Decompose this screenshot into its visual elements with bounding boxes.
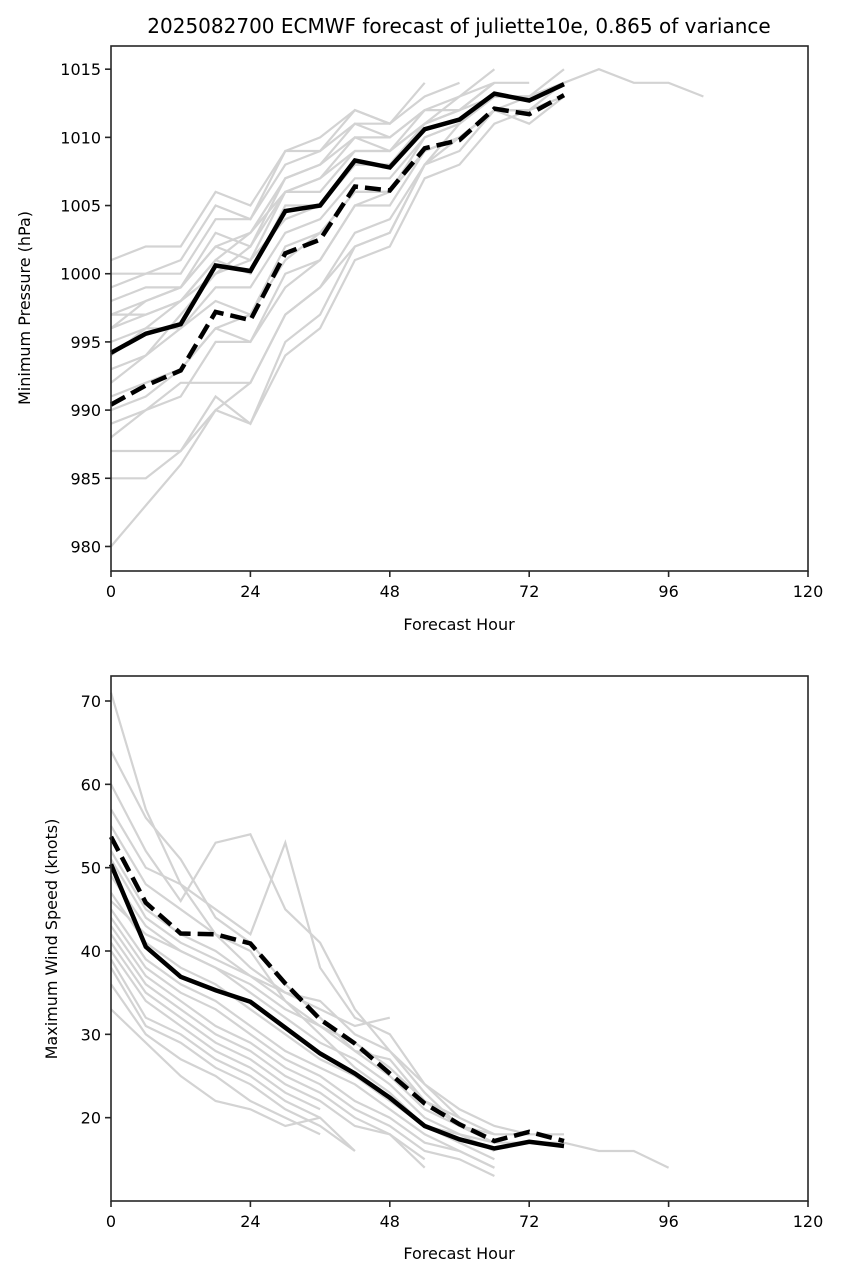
wind-ensemble-member-line: [110, 950, 321, 1111]
wind-y-tick-label: 60: [81, 775, 101, 794]
wind-y-ticks: 20 30 40 50 60 70: [81, 692, 111, 1128]
pressure-x-tick-label: 120: [793, 582, 824, 601]
pressure-y-tick-label: 995: [70, 333, 101, 352]
wind-ensemble-member-line: [110, 825, 391, 1028]
wind-x-tick-label: 72: [519, 1212, 539, 1231]
wind-x-tick-label: 120: [793, 1212, 824, 1231]
pressure-x-tick-label: 96: [658, 582, 678, 601]
pressure-ensemble-member-line: [110, 108, 391, 262]
wind-y-tick-label: 70: [81, 692, 101, 711]
chart-title: 2025082700 ECMWF forecast of juliette10e…: [147, 14, 770, 38]
pressure-x-tick-label: 48: [380, 582, 400, 601]
wind-y-tick-label: 30: [81, 1025, 101, 1044]
pressure-x-ticks: 0 24 48 72 96 120: [106, 571, 823, 601]
wind-y-tick-label: 40: [81, 942, 101, 961]
wind-y-tick-label: 50: [81, 859, 101, 878]
wind-ensemble-member-line: [110, 900, 495, 1136]
wind-ensemble-member-line: [110, 1008, 356, 1152]
pressure-y-tick-label: 1000: [60, 265, 101, 284]
wind-ensemble-member-line: [110, 917, 495, 1169]
pressure-ensemble-member-line: [110, 109, 426, 357]
wind-ensemble-member-line: [110, 942, 426, 1169]
wind-ensemble-member-line: [109, 692, 670, 1169]
wind-ensemble-member-line: [110, 925, 495, 1177]
wind-axes-frame: [110, 675, 809, 1202]
pressure-summary-series: [109, 82, 566, 407]
pressure-panel: 0 24 48 72 96 120 980 985 990 995 1000 1005 1010 101…: [15, 45, 823, 634]
pressure-y-tick-label: 980: [70, 537, 101, 556]
wind-ensemble-member-line: [110, 908, 495, 1169]
wind-x-tick-label: 0: [106, 1212, 116, 1231]
pressure-mean-line: [109, 82, 565, 355]
wind-y-axis-label: Maximum Wind Speed (knots): [42, 819, 61, 1060]
wind-ensemble-member-line: [110, 875, 495, 1152]
wind-ensemble-member-line: [110, 858, 530, 1136]
wind-x-axis-label: Forecast Hour: [403, 1244, 515, 1263]
pressure-y-tick-label: 985: [70, 469, 101, 488]
wind-ensemble-member-line: [110, 958, 321, 1119]
pressure-ensemble-member-line: [110, 81, 460, 289]
wind-x-tick-label: 96: [658, 1212, 678, 1231]
pressure-ensemble-member-line: [110, 95, 530, 343]
wind-ensemble-member-line: [110, 967, 356, 1152]
pressure-axes-frame: [110, 45, 809, 572]
wind-ensemble-members: [109, 692, 670, 1177]
wind-y-tick-label: 20: [81, 1109, 101, 1128]
wind-x-tick-label: 24: [240, 1212, 260, 1231]
wind-ensemble-member-line: [110, 808, 461, 1119]
pressure-y-tick-label: 1010: [60, 128, 101, 147]
pressure-ensemble-member-line: [111, 95, 565, 453]
pressure-ensemble-member-line: [110, 81, 495, 384]
wind-mean-line: [108, 863, 565, 1151]
wind-x-tick-label: 48: [380, 1212, 400, 1231]
pressure-y-tick-label: 990: [70, 401, 101, 420]
pressure-y-axis-label: Minimum Pressure (hPa): [15, 211, 34, 405]
wind-ensemble-member-line: [110, 983, 321, 1136]
wind-x-ticks: 0 24 48 72 96 120: [106, 1201, 823, 1231]
pressure-x-tick-label: 72: [519, 582, 539, 601]
wind-summary-series: [108, 835, 565, 1151]
pressure-y-ticks: 980 985 990 995 1000 1005 1010 1015: [60, 60, 111, 556]
wind-ensemble-member-line: [110, 933, 426, 1161]
pressure-ensemble-member-line: [110, 81, 496, 330]
wind-ensemble-member-line: [110, 783, 495, 1144]
pressure-y-tick-label: 1005: [60, 197, 101, 216]
wind-weighted-line: [109, 835, 565, 1144]
pressure-x-axis-label: Forecast Hour: [403, 615, 515, 634]
pressure-y-tick-label: 1015: [60, 60, 101, 79]
pressure-x-tick-label: 24: [240, 582, 260, 601]
pressure-x-tick-label: 0: [106, 582, 116, 601]
pressure-weighted-line: [109, 93, 566, 407]
